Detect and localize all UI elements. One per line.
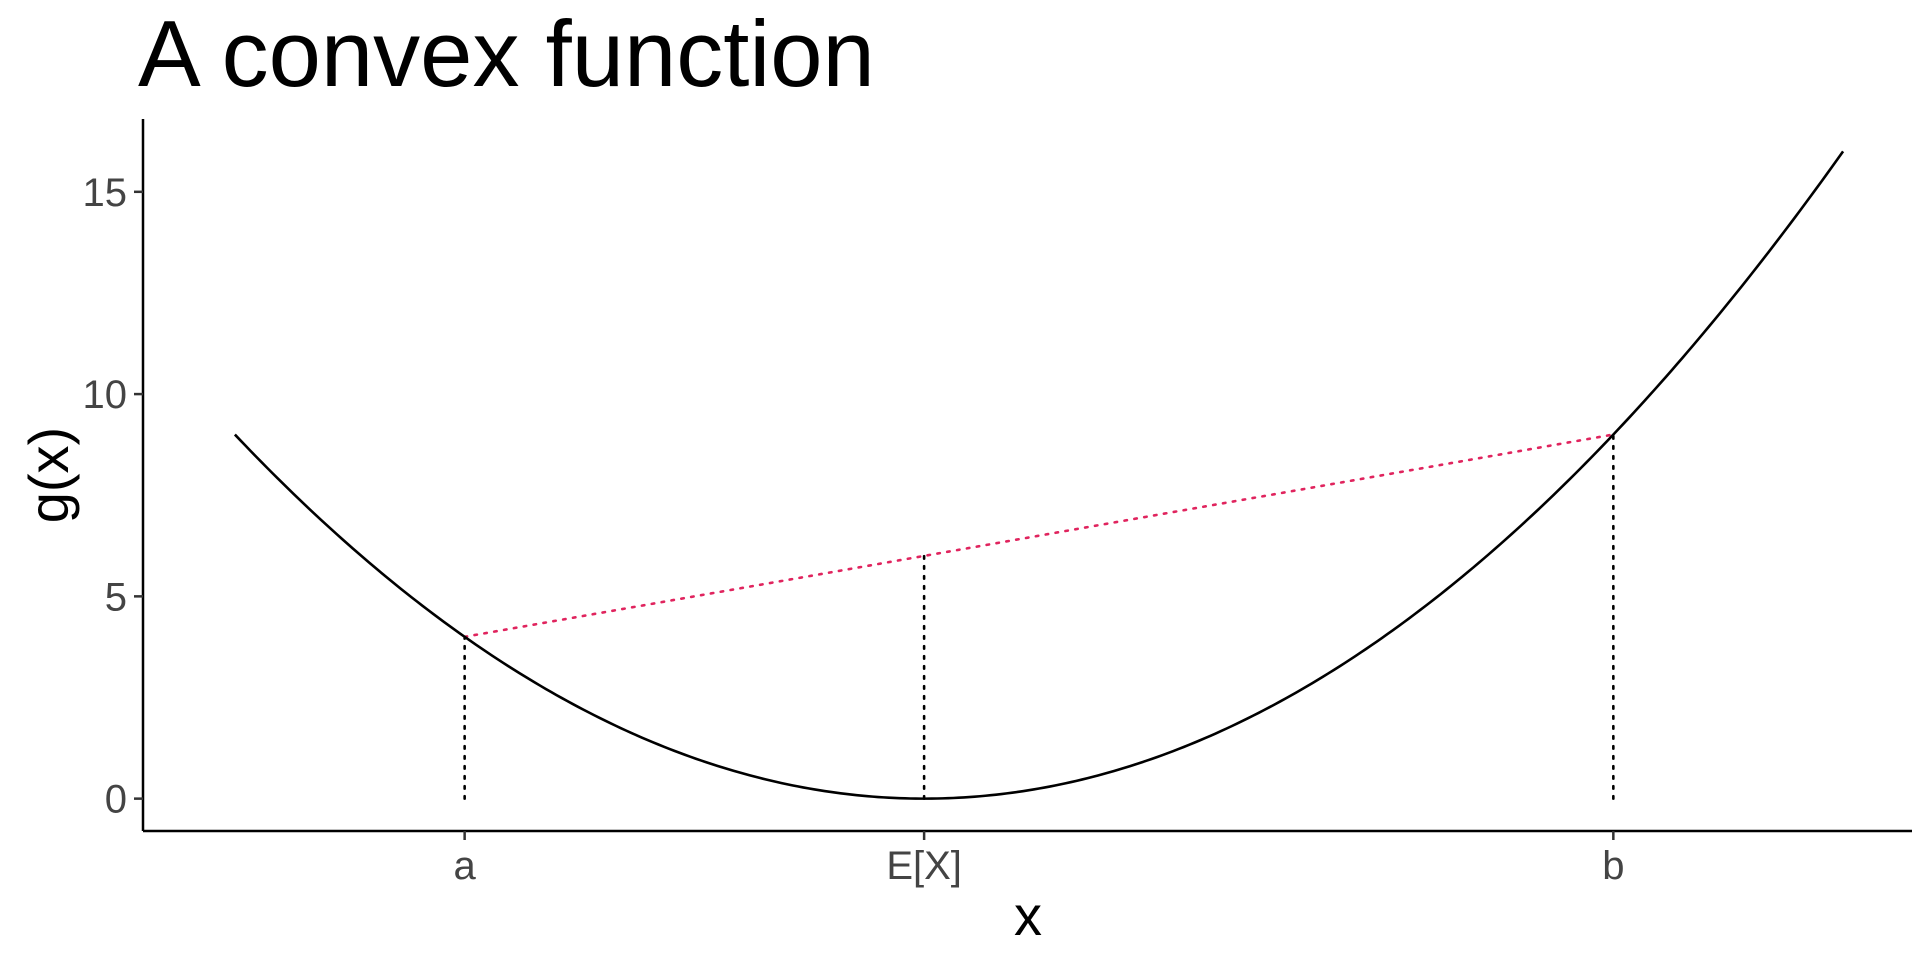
y-tick-label-3: 15 [83,171,128,215]
x-tick-label-2: b [1602,844,1624,888]
x-tick-label-1: E[X] [886,844,962,888]
y-tick-label-1: 5 [105,575,127,619]
y-axis-title: g(x) [17,427,80,523]
chord-line [463,433,1615,639]
y-axis-ticks: 0 5 10 15 [83,171,143,822]
convex-curve-line [233,150,1845,800]
plot-area [233,150,1845,800]
y-tick-label-2: 10 [83,373,128,417]
y-tick-label-0: 0 [105,778,127,822]
x-axis-ticks: a E[X] b [454,831,1624,888]
chart-title: A convex function [138,1,875,106]
x-axis-title: x [1014,884,1042,947]
x-tick-label-0: a [454,844,477,888]
